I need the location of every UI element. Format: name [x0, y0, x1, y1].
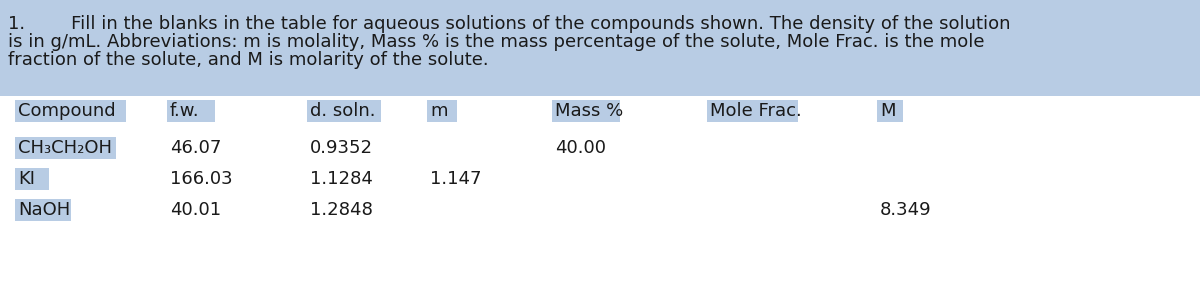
Text: 1.1284: 1.1284 [310, 170, 373, 188]
Bar [427, 100, 457, 122]
Text: 46.07: 46.07 [170, 139, 221, 157]
Bar [707, 100, 798, 122]
Bar [552, 100, 620, 122]
Text: 8.349: 8.349 [880, 201, 931, 219]
Bar [307, 100, 382, 122]
Text: Compound: Compound [18, 102, 115, 120]
Bar [14, 199, 71, 221]
Text: 1.        Fill in the blanks in the table for aqueous solutions of the compounds: 1. Fill in the blanks in the table for a… [8, 15, 1010, 33]
Text: m: m [430, 102, 448, 120]
Text: 1.147: 1.147 [430, 170, 481, 188]
Text: d. soln.: d. soln. [310, 102, 376, 120]
Text: Mass %: Mass % [554, 102, 623, 120]
Text: 40.01: 40.01 [170, 201, 221, 219]
Text: NaOH: NaOH [18, 201, 71, 219]
Text: is in g/mL. Abbreviations: m is molality, Mass % is the mass percentage of the s: is in g/mL. Abbreviations: m is molality… [8, 33, 984, 51]
Bar [877, 100, 904, 122]
Text: f.w.: f.w. [170, 102, 199, 120]
Bar [14, 137, 116, 159]
Text: Mole Frac.: Mole Frac. [710, 102, 802, 120]
Text: 0.9352: 0.9352 [310, 139, 373, 157]
Bar [0, 0, 1200, 96]
Text: 166.03: 166.03 [170, 170, 233, 188]
Text: 1.2848: 1.2848 [310, 201, 373, 219]
Bar [167, 100, 215, 122]
Bar [14, 168, 49, 190]
Text: 40.00: 40.00 [554, 139, 606, 157]
Text: KI: KI [18, 170, 35, 188]
Text: M: M [880, 102, 895, 120]
Bar [14, 100, 126, 122]
Text: fraction of the solute, and M is molarity of the solute.: fraction of the solute, and M is molarit… [8, 51, 488, 69]
Text: CH₃CH₂OH: CH₃CH₂OH [18, 139, 112, 157]
